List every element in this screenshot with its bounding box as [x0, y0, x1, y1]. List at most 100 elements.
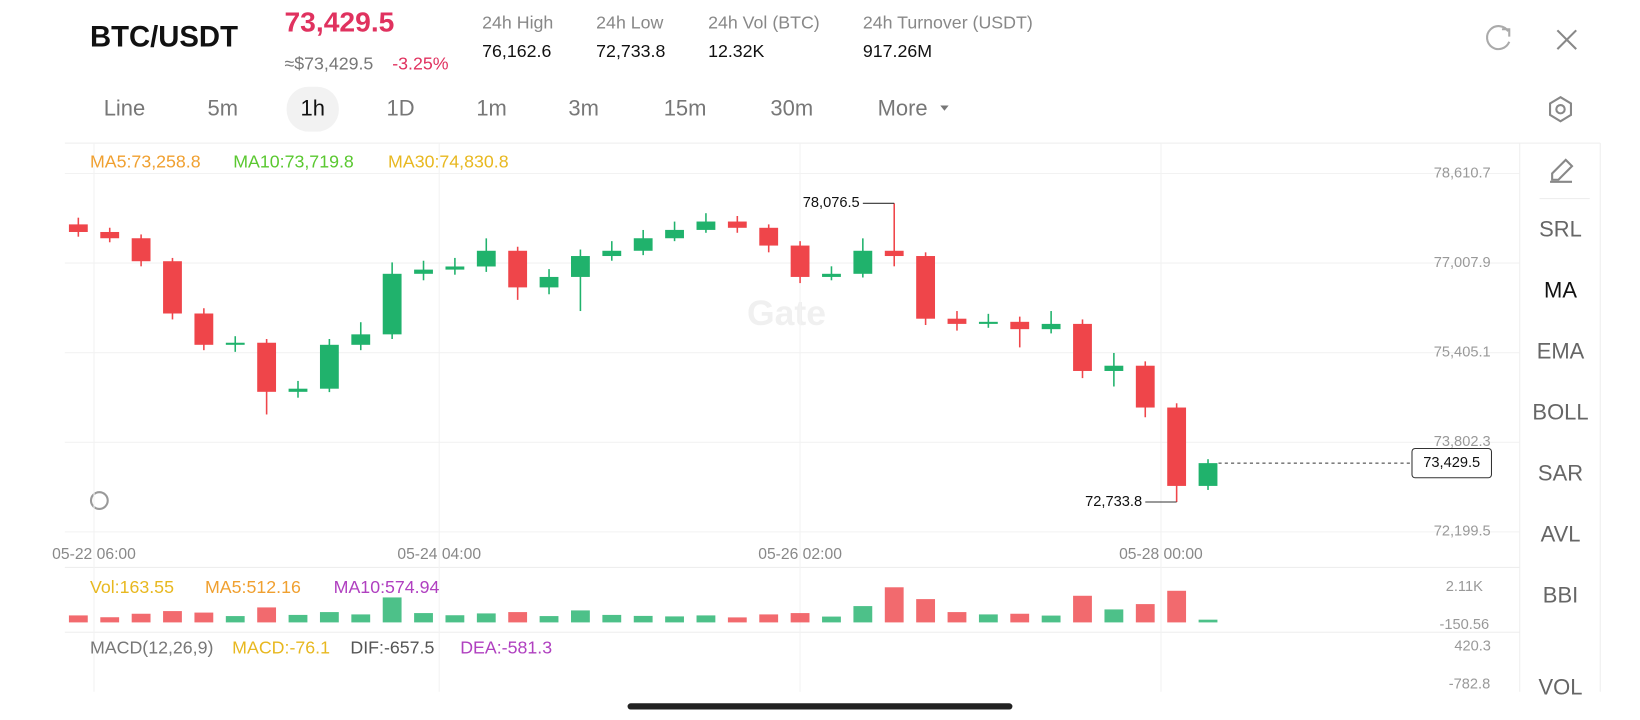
x-tick-label: 05-26 02:00	[758, 546, 842, 563]
volume-bar	[947, 612, 967, 623]
stat-label: 24h Vol (BTC)	[708, 13, 820, 33]
candle-body	[665, 229, 684, 239]
tab-highlight	[286, 86, 339, 132]
volume-label: MA5:512.16	[205, 577, 301, 597]
settings-icon[interactable]	[1549, 95, 1573, 123]
candle-body	[884, 250, 904, 257]
candle-body	[1167, 407, 1187, 486]
refresh-icon[interactable]	[1486, 25, 1511, 51]
volume-bar	[853, 606, 873, 623]
volume-bar	[1135, 604, 1155, 623]
volume-bar	[696, 615, 716, 623]
x-tick-label: 05-24 04:00	[397, 546, 481, 563]
last-price-box	[1411, 447, 1493, 479]
tool[interactable]: BOLL	[1532, 400, 1588, 425]
volume-bar	[1073, 595, 1092, 623]
y-tick-label: 78,610.7	[1434, 165, 1491, 181]
macd-label: DEA:-581.3	[460, 638, 552, 658]
volume-bar	[68, 615, 88, 623]
volume-bar	[759, 614, 779, 623]
candle-body	[1041, 323, 1061, 330]
stat-value: 76,162.6	[482, 41, 551, 61]
volume-bar	[978, 614, 998, 623]
candle-body	[759, 227, 779, 246]
volume-tick-label: -150.56	[1439, 617, 1489, 633]
volume-bar	[319, 612, 339, 623]
volume-bar	[884, 587, 904, 623]
volume-bar	[100, 617, 120, 623]
volume-bar	[1198, 619, 1218, 623]
candle-body	[790, 245, 810, 277]
candle-body	[571, 256, 590, 277]
interval-tab[interactable]: 5m	[208, 96, 238, 121]
volume-bar	[476, 613, 496, 623]
candle-body	[1198, 463, 1218, 486]
volume-bar	[225, 616, 245, 623]
x-tick-label: 05-22 06:00	[52, 546, 136, 563]
pair: BTC/USDT	[90, 21, 238, 53]
volume-bar	[916, 599, 936, 623]
candle-body	[1073, 323, 1092, 371]
volume-bar	[822, 616, 841, 623]
candle-body	[508, 250, 528, 288]
volume-bar	[727, 617, 747, 623]
macd-tick-label: 420.3	[1454, 639, 1491, 655]
tool[interactable]: EMA	[1537, 339, 1585, 364]
close-icon[interactable]	[1556, 29, 1577, 50]
interval-tab[interactable]: 30m	[770, 96, 813, 121]
volume-bar	[257, 607, 277, 623]
candle-body	[445, 266, 465, 270]
candle-body	[947, 318, 967, 324]
tool[interactable]: BBI	[1543, 582, 1578, 607]
interval-tab[interactable]: More	[878, 96, 928, 121]
interval-tab[interactable]: 1D	[387, 96, 415, 121]
last-price-label: 73,429.5	[1423, 455, 1480, 471]
volume-bar	[1010, 613, 1030, 623]
stat-label: 24h Turnover (USDT)	[863, 13, 1033, 33]
volume-bar	[382, 597, 402, 623]
x-tick-label: 05-28 00:00	[1119, 546, 1203, 563]
volume-bar	[1104, 609, 1124, 623]
candle-body	[319, 344, 339, 389]
visibility-icon[interactable]	[89, 491, 109, 510]
interval-tab[interactable]: 3m	[568, 96, 598, 121]
volume-bar	[508, 612, 528, 623]
interval-tab[interactable]: 1m	[476, 96, 506, 121]
candle-body	[1010, 321, 1030, 330]
candle-body	[257, 342, 277, 392]
tool[interactable]: SRL	[1539, 217, 1582, 242]
candle-body	[100, 231, 120, 239]
watermark: Gate	[747, 293, 826, 333]
volume-bar	[288, 614, 308, 623]
interval-tab[interactable]: 1h	[301, 96, 325, 121]
tool[interactable]: VOL	[1539, 674, 1583, 699]
volume-bar	[194, 612, 214, 623]
interval-tab[interactable]: 15m	[664, 96, 707, 121]
dropdown-arrow[interactable]	[940, 105, 949, 111]
volume-bar	[163, 611, 182, 623]
volume-tick-label: 2.11K	[1446, 579, 1483, 595]
candle-body	[633, 238, 653, 251]
stat-value: 12.32K	[708, 41, 764, 61]
candle-body	[288, 388, 308, 392]
tool[interactable]: AVL	[1541, 521, 1581, 546]
candle-body	[853, 250, 873, 274]
candle-body	[351, 334, 371, 345]
change: -3.25%	[392, 53, 449, 73]
usd-price: ≈$73,429.5	[284, 53, 373, 73]
indicator-label: MA30:74,830.8	[388, 152, 509, 172]
interval-tab[interactable]: Line	[104, 96, 146, 121]
home-indicator	[627, 703, 1013, 710]
candle-body	[382, 273, 402, 335]
candle-body	[696, 221, 716, 230]
candle-body	[163, 261, 182, 314]
tool[interactable]: SAR	[1538, 460, 1583, 485]
pencil-icon[interactable]	[1550, 158, 1574, 183]
macd-label: MACD:-76.1	[232, 638, 330, 658]
tool[interactable]: MA	[1544, 278, 1577, 303]
candle-body	[1104, 365, 1124, 371]
macd-tick-label: -782.8	[1449, 676, 1490, 692]
volume-bar	[1167, 590, 1187, 623]
